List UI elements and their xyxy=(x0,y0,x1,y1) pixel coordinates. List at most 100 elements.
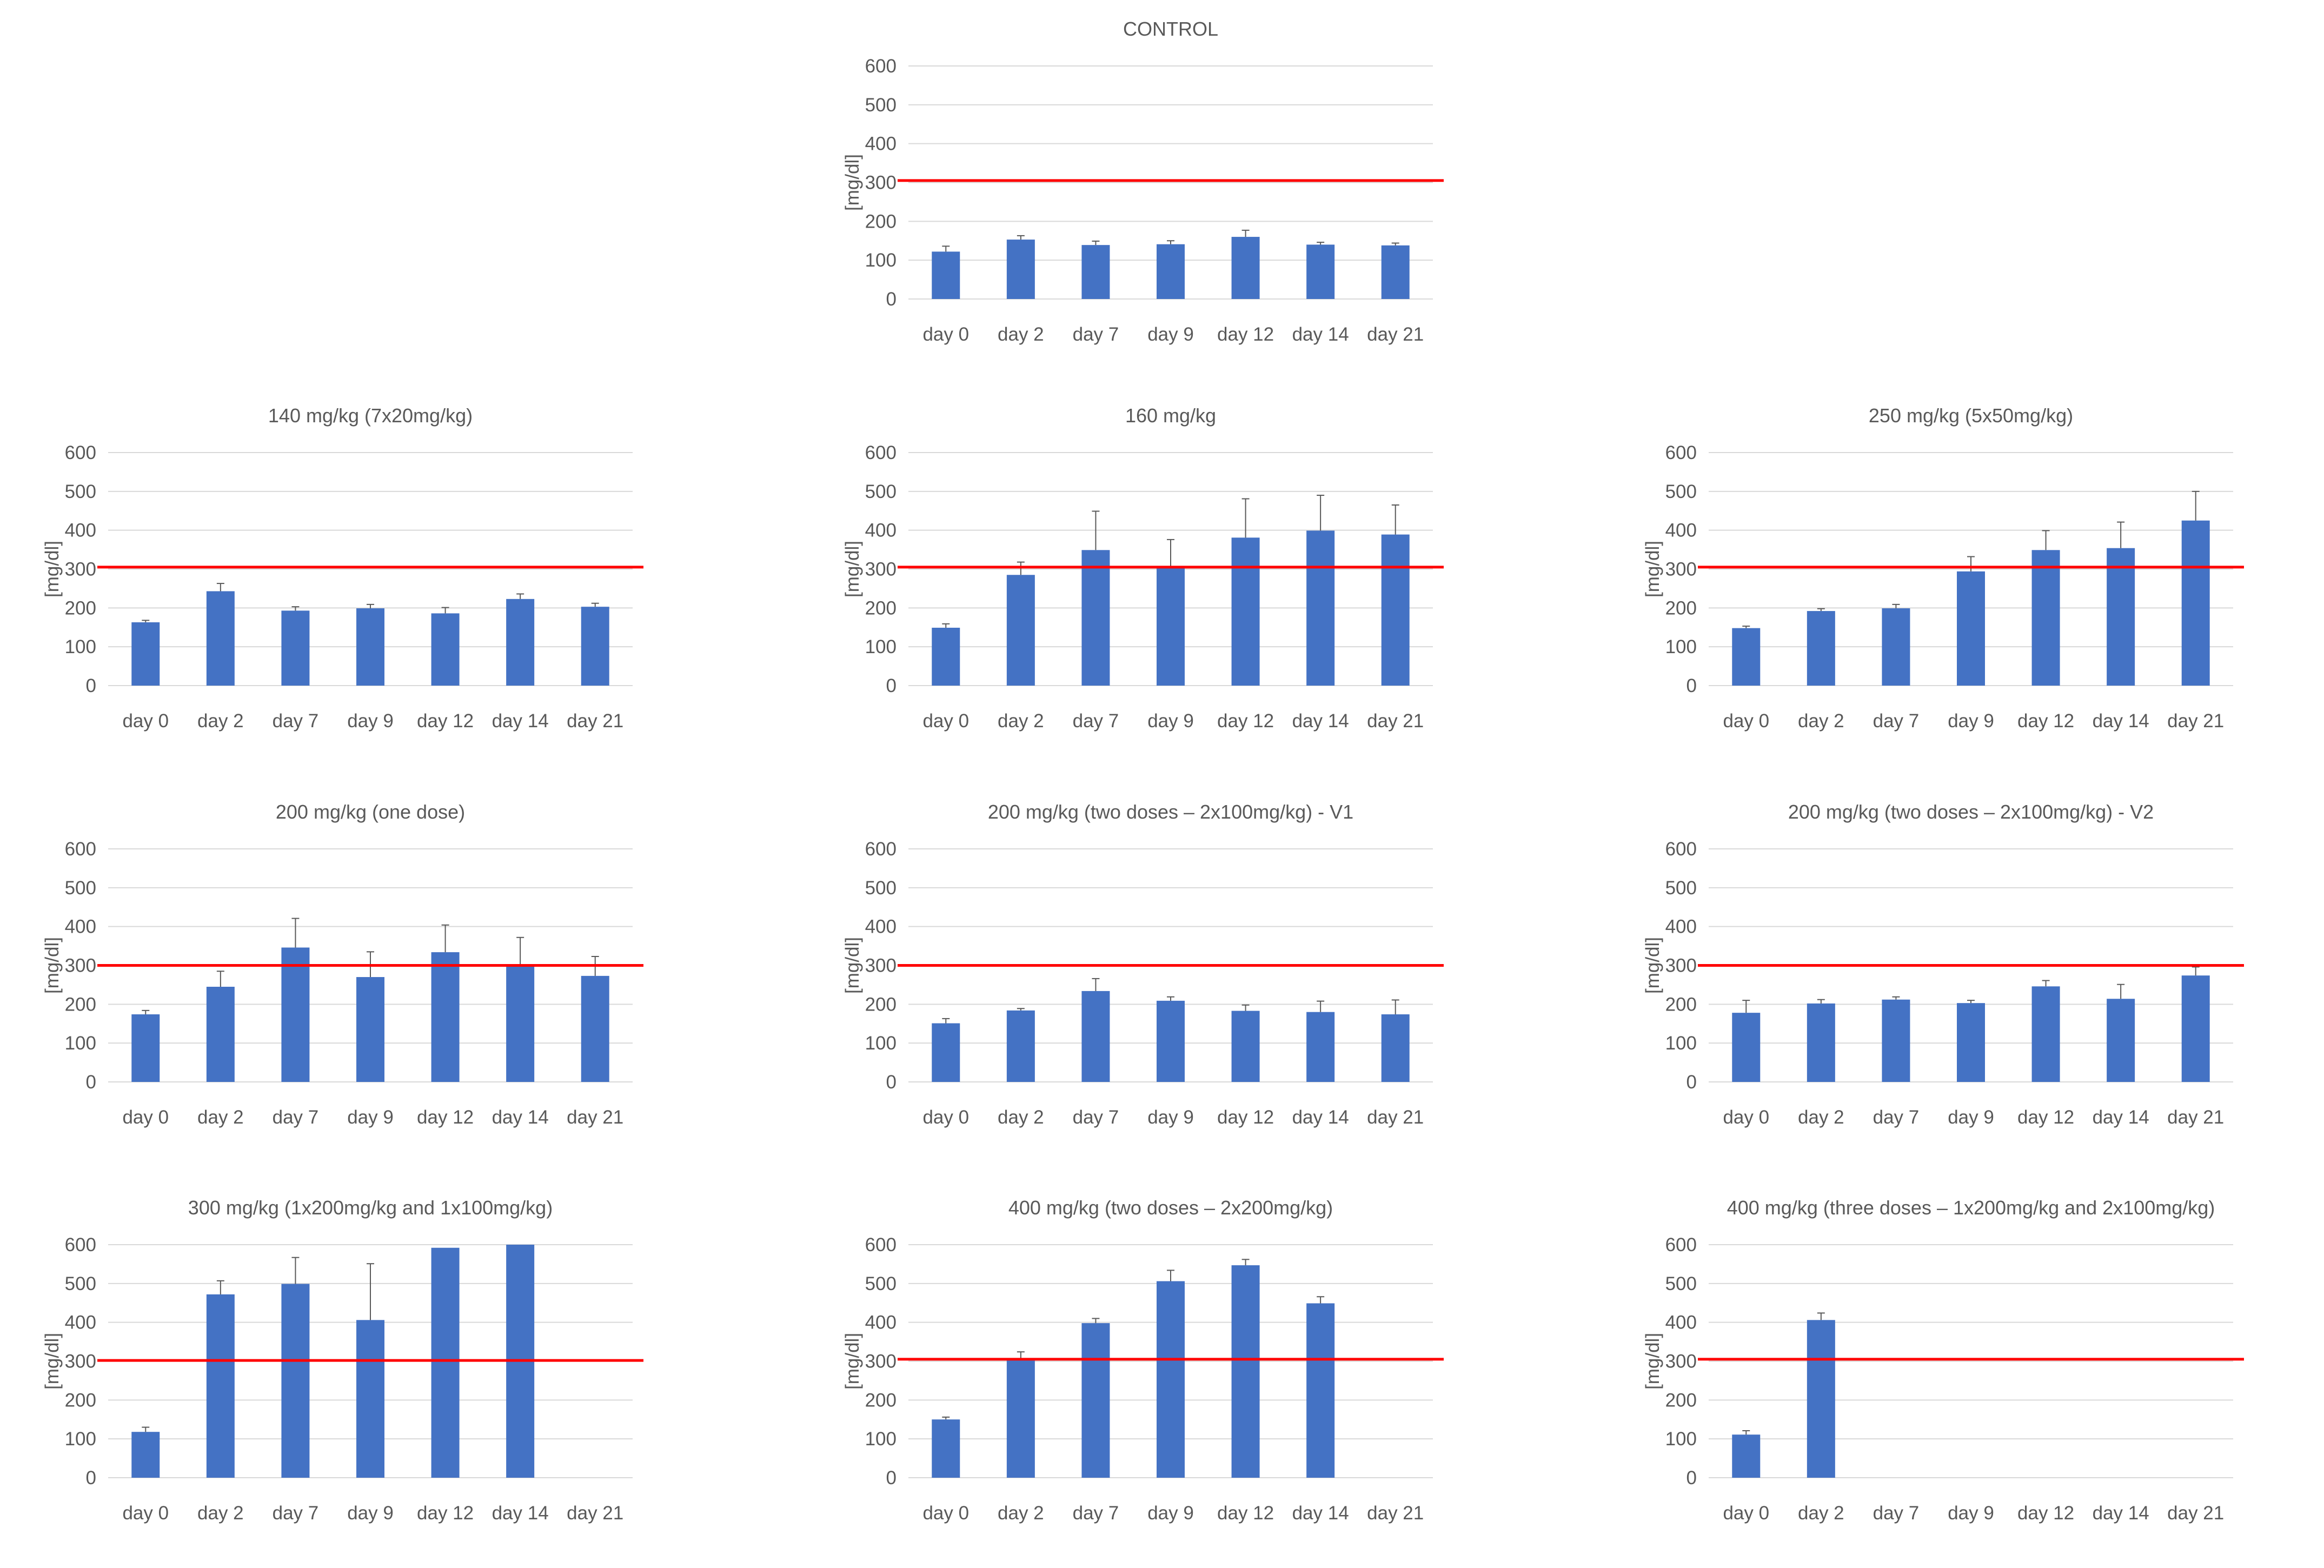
x-tick-label: day 12 xyxy=(2017,710,2074,732)
chart-panel-7: 200 mg/kg (two doses – 2x100mg/kg) - V2 0… xyxy=(1642,794,2260,1172)
y-tick-label: 600 xyxy=(865,1234,897,1255)
y-axis-label: [mg/dl] xyxy=(842,1333,863,1390)
x-tick-label: day 0 xyxy=(922,710,969,732)
bar-day-7 xyxy=(281,610,310,686)
bar-day-0 xyxy=(131,1432,160,1478)
bar-day-2 xyxy=(1006,1360,1035,1478)
y-tick-label: 600 xyxy=(1665,1234,1697,1255)
y-tick-label: 300 xyxy=(865,559,897,580)
bar-day-9 xyxy=(1957,1003,1985,1082)
bar-day-14 xyxy=(1306,1012,1335,1082)
bar-day-21 xyxy=(1381,534,1410,686)
bar-day-14 xyxy=(1306,244,1335,299)
x-tick-label: day 14 xyxy=(2093,710,2149,732)
chart-3: 160 mg/kg 0 100 200 300 400 500 600 [mg/dl] day 0… xyxy=(842,404,1444,732)
bar-day-12 xyxy=(2031,550,2060,686)
x-tick-label: day 21 xyxy=(1367,324,1424,345)
x-tick-label: day 12 xyxy=(417,1107,474,1128)
chart-title: 200 mg/kg (two doses – 2x100mg/kg) - V2 xyxy=(1788,801,2154,823)
y-tick-label: 500 xyxy=(865,95,897,116)
y-tick-label: 300 xyxy=(865,172,897,194)
chart-panel-8: 300 mg/kg (1x200mg/kg and 1x100mg/kg) 0 10… xyxy=(42,1190,660,1568)
x-tick-label: day 9 xyxy=(347,710,394,732)
bar-day-2 xyxy=(1006,240,1035,299)
y-tick-label: 300 xyxy=(1665,559,1697,580)
bar-day-12 xyxy=(2031,986,2060,1082)
x-tick-label: day 7 xyxy=(1073,1503,1119,1524)
y-tick-label: 400 xyxy=(865,916,897,938)
y-tick-label: 200 xyxy=(865,597,897,619)
y-tick-label: 500 xyxy=(865,878,897,899)
y-tick-label: 100 xyxy=(65,1429,96,1450)
bar-day-0 xyxy=(1732,628,1761,686)
x-tick-label: day 14 xyxy=(1292,324,1349,345)
x-tick-label: day 2 xyxy=(197,1503,244,1524)
chart-title: 160 mg/kg xyxy=(1125,404,1216,427)
bar-day-12 xyxy=(1231,1265,1260,1478)
chart-panel-6: 200 mg/kg (two doses – 2x100mg/kg) - V1 0… xyxy=(842,794,1460,1172)
bar-day-12 xyxy=(1231,1011,1260,1082)
x-tick-label: day 9 xyxy=(1147,1503,1194,1524)
x-tick-label: day 12 xyxy=(1217,1503,1274,1524)
chart-7: 200 mg/kg (two doses – 2x100mg/kg) - V2 0… xyxy=(1642,801,2244,1128)
bar-day-12 xyxy=(1231,237,1260,299)
bar-day-14 xyxy=(1306,530,1335,686)
x-tick-label: day 0 xyxy=(122,710,169,732)
y-tick-label: 300 xyxy=(65,955,96,976)
y-axis-label: [mg/dl] xyxy=(1642,1333,1663,1390)
x-tick-label: day 12 xyxy=(1217,1107,1274,1128)
x-tick-label: day 0 xyxy=(922,1107,969,1128)
bar-day-2 xyxy=(1807,1003,1835,1082)
x-tick-label: day 7 xyxy=(1873,1503,1920,1524)
x-tick-label: day 7 xyxy=(1873,1107,1920,1128)
chart-panel-10: 400 mg/kg (three doses – 1x200mg/kg and … xyxy=(1642,1190,2260,1568)
y-tick-label: 200 xyxy=(65,1390,96,1411)
y-axis-label: [mg/dl] xyxy=(1642,541,1663,597)
chart-title: 200 mg/kg (two doses – 2x100mg/kg) - V1 xyxy=(988,801,1353,823)
y-tick-label: 500 xyxy=(1665,481,1697,502)
bar-day-7 xyxy=(1081,550,1110,686)
x-tick-label: day 14 xyxy=(492,710,549,732)
y-tick-label: 400 xyxy=(1665,916,1697,938)
x-tick-label: day 21 xyxy=(1367,1107,1424,1128)
y-tick-label: 0 xyxy=(886,1072,897,1093)
y-tick-label: 0 xyxy=(1686,1072,1697,1093)
y-tick-label: 100 xyxy=(865,1033,897,1054)
x-tick-label: day 0 xyxy=(122,1503,169,1524)
y-tick-label: 500 xyxy=(1665,878,1697,899)
chart-10: 400 mg/kg (three doses – 1x200mg/kg and … xyxy=(1642,1197,2244,1524)
x-tick-label: day 0 xyxy=(1723,710,1769,732)
x-tick-label: day 12 xyxy=(1217,324,1274,345)
bar-day-12 xyxy=(431,952,460,1082)
chart-6: 200 mg/kg (two doses – 2x100mg/kg) - V1 0… xyxy=(842,801,1444,1128)
bar-day-21 xyxy=(2181,520,2210,686)
y-tick-label: 200 xyxy=(65,597,96,619)
bar-day-7 xyxy=(1081,1323,1110,1478)
x-tick-label: day 9 xyxy=(1147,1107,1194,1128)
bar-day-0 xyxy=(932,1023,960,1082)
x-tick-label: day 7 xyxy=(273,710,319,732)
bar-day-21 xyxy=(2181,975,2210,1082)
y-tick-label: 100 xyxy=(65,636,96,657)
y-tick-label: 300 xyxy=(65,1351,96,1372)
bar-day-2 xyxy=(1006,575,1035,686)
x-tick-label: day 9 xyxy=(1948,1107,1994,1128)
bar-day-21 xyxy=(1381,1014,1410,1082)
chart-panel-1: CONTROL 0 100 200 300 400 500 600 [mg/dl] day 0 da… xyxy=(842,11,1460,389)
x-tick-label: day 0 xyxy=(922,1503,969,1524)
y-tick-label: 200 xyxy=(865,994,897,1015)
bar-day-14 xyxy=(1306,1303,1335,1478)
y-tick-label: 200 xyxy=(1665,994,1697,1015)
y-tick-label: 600 xyxy=(65,1234,96,1255)
y-axis-label: [mg/dl] xyxy=(42,541,63,597)
bar-day-21 xyxy=(581,975,609,1082)
y-tick-label: 100 xyxy=(865,1429,897,1450)
x-tick-label: day 9 xyxy=(1147,324,1194,345)
y-tick-label: 0 xyxy=(886,1467,897,1489)
y-tick-label: 300 xyxy=(65,559,96,580)
y-tick-label: 600 xyxy=(865,442,897,463)
x-tick-label: day 21 xyxy=(1367,710,1424,732)
y-axis-label: [mg/dl] xyxy=(42,937,63,994)
y-tick-label: 400 xyxy=(65,520,96,541)
